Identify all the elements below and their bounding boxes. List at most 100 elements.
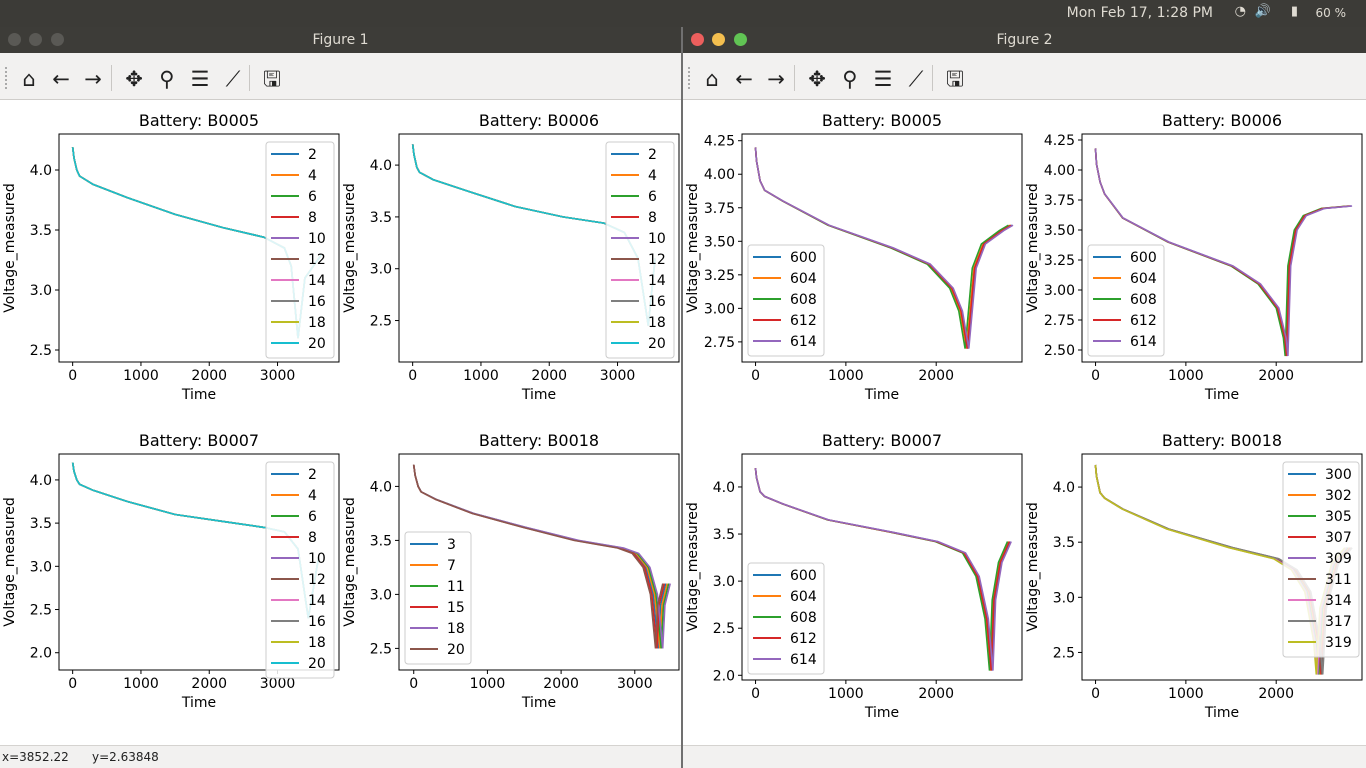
close-button[interactable]	[8, 33, 21, 46]
chart-title: Battery: B0018	[479, 431, 599, 450]
legend-label: 8	[308, 210, 317, 226]
battery-icon[interactable]: ▮	[1290, 4, 1298, 19]
close-button[interactable]	[691, 33, 704, 46]
series-line-614	[754, 147, 1014, 349]
back-icon[interactable]: ←	[735, 67, 753, 91]
edit-curves-icon[interactable]: ⟋	[225, 67, 241, 91]
y-tick-label: 3.0	[30, 283, 52, 299]
x-axis-label: Time	[521, 695, 556, 711]
y-tick-label: 3.25	[1044, 253, 1075, 269]
configure-subplots-icon[interactable]: ☰	[190, 67, 210, 91]
axes-frame	[741, 133, 1023, 363]
maximize-button[interactable]	[51, 33, 64, 46]
save-icon[interactable]: 🖫	[946, 67, 964, 91]
legend-label: 15	[447, 600, 465, 616]
legend-label: 20	[308, 656, 326, 672]
legend-label: 604	[790, 271, 817, 287]
legend-label: 614	[790, 652, 817, 668]
legend-label: 608	[790, 610, 817, 626]
legend-label: 20	[447, 642, 465, 658]
legend-label: 600	[790, 250, 817, 266]
minimize-button[interactable]	[712, 33, 725, 46]
y-tick-label: 2.5	[713, 621, 735, 637]
edit-curves-icon[interactable]: ⟋	[908, 67, 924, 91]
toolbar-grip[interactable]	[5, 67, 10, 89]
forward-icon[interactable]: →	[767, 67, 785, 91]
x-tick-label: 3000	[260, 676, 296, 692]
pan-icon[interactable]: ✥	[808, 67, 826, 91]
series-line-614	[1094, 148, 1353, 357]
y-axis-label: Voltage_measured	[2, 183, 18, 312]
navigation-toolbar: ⌂ ← → ✥ ⚲ ☰ ⟋ 🖫	[0, 53, 681, 100]
zoom-icon[interactable]: ⚲	[159, 67, 175, 91]
legend: 300 302 305 307 309 311 314 317 319	[1282, 461, 1360, 658]
toolbar-separator	[111, 65, 112, 91]
wifi-icon[interactable]: ◔	[1234, 4, 1246, 19]
y-tick-label: 3.5	[370, 210, 392, 226]
y-tick-label: 2.5	[30, 343, 52, 359]
legend-label: 18	[308, 315, 326, 331]
series-line-614	[754, 468, 1012, 671]
volume-icon[interactable]: 🔊	[1254, 4, 1271, 19]
cursor-x-readout: x=3852.22	[2, 750, 69, 764]
window-titlebar[interactable]: Figure 2	[683, 27, 1366, 53]
legend-label: 6	[308, 509, 317, 525]
home-icon[interactable]: ⌂	[22, 67, 36, 91]
y-tick-label: 3.5	[30, 516, 52, 532]
legend-label: 614	[1130, 334, 1157, 350]
minimize-button[interactable]	[29, 33, 42, 46]
legend-label: 317	[1325, 614, 1352, 630]
y-tick-label: 4.0	[370, 479, 392, 495]
y-tick-label: 4.0	[30, 473, 52, 489]
y-tick-label: 4.0	[370, 158, 392, 174]
x-tick-label: 3000	[600, 368, 636, 384]
toolbar-grip[interactable]	[688, 67, 693, 89]
y-tick-label: 4.0	[30, 163, 52, 179]
toolbar-separator	[249, 65, 250, 91]
figure-canvas[interactable]: 0 1000 2000 3000 2.5 3.0 3.5 4.0 Battery: B0005 T…	[0, 100, 681, 746]
forward-icon[interactable]: →	[84, 67, 102, 91]
legend-box	[747, 244, 825, 357]
legend-label: 604	[1130, 271, 1157, 287]
x-tick-label: 1000	[1168, 686, 1204, 702]
legend-label: 2	[648, 147, 657, 163]
legend-label: 20	[308, 336, 326, 352]
x-tick-label: 0	[68, 368, 77, 384]
legend-label: 307	[1325, 530, 1352, 546]
y-tick-label: 4.00	[1044, 163, 1075, 179]
y-tick-label: 4.0	[713, 480, 735, 496]
y-tick-label: 2.0	[713, 668, 735, 684]
y-axis-label: Voltage_measured	[2, 497, 18, 626]
legend-label: 612	[1130, 313, 1157, 329]
legend-label: 16	[308, 294, 326, 310]
home-icon[interactable]: ⌂	[705, 67, 719, 91]
legend-label: 608	[1130, 292, 1157, 308]
zoom-icon[interactable]: ⚲	[842, 67, 858, 91]
window-title: Figure 2	[996, 32, 1053, 48]
window-divider	[681, 27, 683, 768]
clock[interactable]: Mon Feb 17, 1:28 PM	[1066, 5, 1213, 21]
back-icon[interactable]: ←	[52, 67, 70, 91]
legend: 2 4 6 8 10 12 14 16 18 20	[605, 141, 675, 359]
legend-label: 4	[648, 168, 657, 184]
window-titlebar[interactable]: Figure 1	[0, 27, 681, 53]
pan-icon[interactable]: ✥	[125, 67, 143, 91]
y-axis-label: Voltage_measured	[342, 497, 358, 626]
save-icon[interactable]: 🖫	[263, 67, 281, 91]
maximize-button[interactable]	[734, 33, 747, 46]
x-tick-label: 0	[408, 368, 417, 384]
legend: 2 4 6 8 10 12 14 16 18 20	[265, 141, 335, 359]
y-tick-label: 3.0	[1053, 590, 1075, 606]
y-axis-label: Voltage_measured	[685, 502, 701, 631]
x-axis-label: Time	[1204, 705, 1239, 721]
configure-subplots-icon[interactable]: ☰	[873, 67, 893, 91]
figure-canvas[interactable]: 0 1000 2000 2.75 3.00 3.25 3.50 3.75 4.00 4.25 Bat…	[683, 100, 1366, 746]
x-tick-label: 0	[1091, 368, 1100, 384]
legend-label: 7	[447, 558, 456, 574]
y-tick-label: 3.5	[713, 527, 735, 543]
subplot: 0 1000 2000 3000 2.5 3.0 3.5 4.0 Battery: B0005 T…	[2, 111, 340, 403]
x-tick-label: 0	[1091, 686, 1100, 702]
x-tick-label: 2000	[918, 368, 954, 384]
x-axis-label: Time	[1204, 387, 1239, 403]
